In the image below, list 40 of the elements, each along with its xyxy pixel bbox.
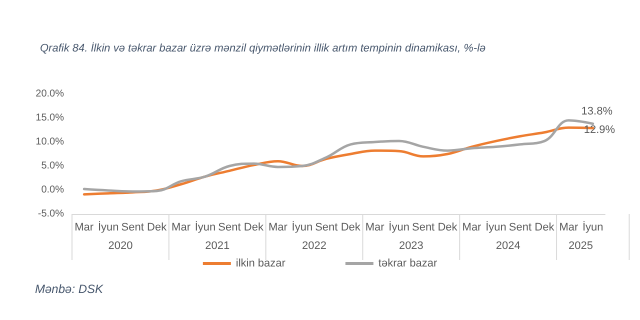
x-tick-label: Mar (365, 222, 385, 234)
legend-label: ilkin bazar (236, 258, 286, 270)
x-tick-label: İyun (388, 220, 410, 234)
x-tick-label: İyun (292, 220, 313, 234)
x-tick-label: İyun (486, 220, 506, 234)
x-tick-label: Dek (438, 222, 458, 234)
text: 2025 (568, 240, 594, 252)
text: 2021 (205, 240, 230, 252)
x-tick-label: Mar (559, 222, 578, 234)
x-tick-label: Dek (147, 222, 168, 234)
y-tick-label: -5.0% (38, 208, 64, 220)
x-tick-label: İyun (98, 220, 119, 234)
y-tick-label: 20.0% (36, 88, 64, 100)
x-tick-label: Mar (268, 222, 288, 234)
x-tick-label: Sent (121, 222, 144, 234)
x-tick-label: İyun (194, 220, 216, 234)
x-tick-label: İyun (582, 220, 604, 234)
text: 2024 (496, 240, 520, 252)
data-label: 13.8% (581, 105, 613, 118)
x-tick-label: Dek (534, 222, 555, 234)
x-tick-label: Mar (172, 222, 191, 234)
x-tick-label: Mar (462, 222, 482, 234)
y-tick-label: 5.0% (41, 160, 64, 172)
x-tick-label: Sent (508, 222, 532, 234)
text: 2020 (108, 240, 133, 252)
chart-title: Qrafik 84. İlkin və təkrar bazar üzrə mənzil qiymətlərinin illik artım tempinin dinamikası, %-lə (40, 42, 486, 54)
x-tick-label: Sent (315, 222, 338, 234)
x-tick-label: Sent (412, 222, 435, 234)
x-tick-label: Dek (340, 222, 361, 234)
y-tick-label: 10.0% (36, 136, 64, 148)
x-tick-label: Sent (218, 222, 241, 234)
legend-label: təkrar bazar (378, 258, 438, 270)
x-tick-label: Dek (244, 222, 264, 234)
y-tick-label: 15.0% (36, 112, 64, 124)
x-tick-label: Mar (74, 222, 94, 234)
text: 2023 (398, 240, 424, 252)
text: Mənbə: DSK (35, 282, 104, 296)
data-label: 12.9% (584, 124, 616, 136)
y-tick-label: 0.0% (41, 184, 64, 196)
text: 2022 (302, 240, 327, 252)
